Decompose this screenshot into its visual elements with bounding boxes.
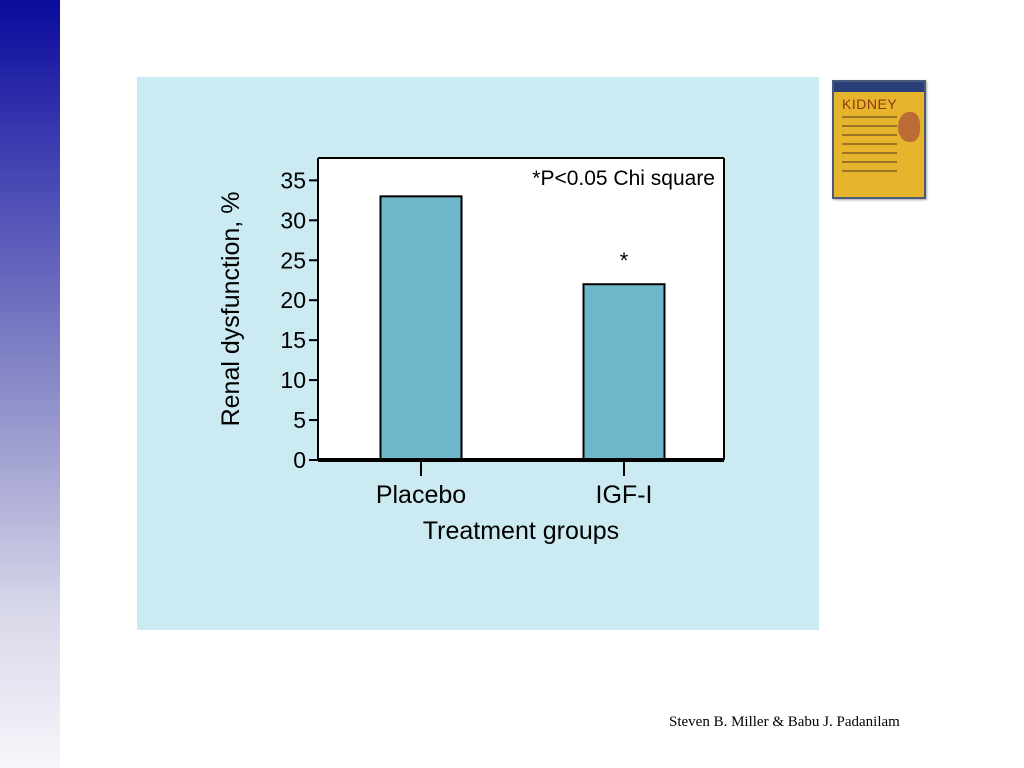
significance-marker: * bbox=[620, 248, 629, 273]
chart-annotation: *P<0.05 Chi square bbox=[532, 167, 715, 190]
x-tick-label: IGF-I bbox=[596, 481, 653, 509]
y-tick-label: 15 bbox=[280, 327, 306, 353]
y-tick-label: 20 bbox=[280, 287, 306, 313]
kidney-illustration bbox=[898, 112, 920, 142]
y-tick-label: 10 bbox=[280, 367, 306, 393]
y-axis-label: Renal dysfunction, % bbox=[217, 192, 245, 427]
bar-chart: * 0 5 10 15 20 25 30 35 Placebo IGF-I *P<0.05 Ch… bbox=[217, 157, 725, 545]
book-cover-text-lines bbox=[842, 116, 897, 179]
side-gradient-bar bbox=[0, 0, 60, 768]
y-ticks-group: 0 5 10 15 20 25 30 35 bbox=[280, 167, 318, 473]
y-tick-label: 35 bbox=[280, 167, 306, 193]
book-cover-band bbox=[834, 82, 924, 92]
y-tick-label: 0 bbox=[293, 447, 306, 473]
y-tick-label: 30 bbox=[280, 207, 306, 233]
bar-placebo bbox=[379, 195, 463, 461]
figure-panel: * 0 5 10 15 20 25 30 35 Placebo IGF-I *P<0.05 Ch… bbox=[137, 77, 819, 630]
bar-igf-i bbox=[582, 283, 666, 461]
x-axis-label: Treatment groups bbox=[423, 517, 619, 545]
y-tick-label: 5 bbox=[293, 407, 306, 433]
book-cover-image: KIDNEY bbox=[832, 80, 926, 199]
book-title: KIDNEY bbox=[842, 96, 898, 112]
y-tick-label: 25 bbox=[280, 247, 306, 273]
author-credit: Steven B. Miller & Babu J. Padanilam bbox=[669, 714, 900, 730]
x-tick-label: Placebo bbox=[376, 481, 466, 509]
x-ticks-group: Placebo IGF-I bbox=[376, 460, 653, 509]
bars-group: * bbox=[379, 195, 666, 461]
